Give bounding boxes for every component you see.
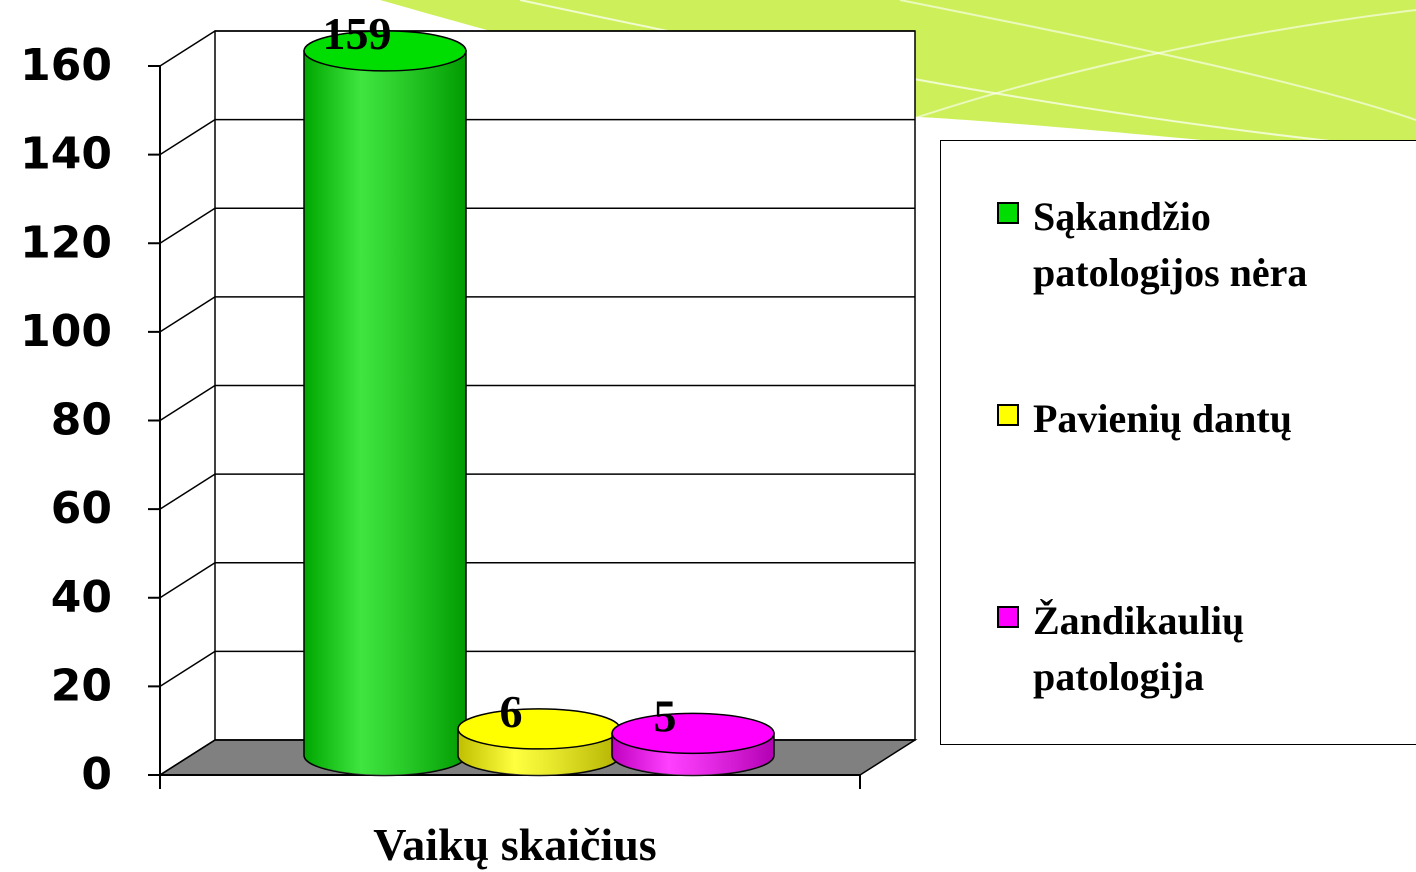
- grid-line: [160, 120, 215, 155]
- legend-label: Pavienių dantų: [1033, 391, 1393, 447]
- bar-top: [458, 709, 620, 749]
- y-tick-label: 120: [20, 217, 112, 268]
- grid-line: [160, 31, 215, 66]
- legend-item: Žandikaulių patologija: [997, 593, 1393, 705]
- y-tick-label: 160: [20, 40, 112, 91]
- legend-item: Sąkandžio patologijos nėra: [997, 189, 1393, 301]
- legend-swatch: [997, 202, 1019, 224]
- y-tick-label: 20: [51, 660, 112, 711]
- grid-line: [160, 563, 215, 598]
- grid-line: [160, 474, 215, 509]
- y-tick-label: 60: [51, 483, 112, 534]
- y-tick-label: 0: [81, 749, 112, 800]
- grid-line: [160, 386, 215, 421]
- value-label: 5: [654, 690, 677, 741]
- y-tick-label: 140: [20, 129, 112, 180]
- bar-shading: [304, 51, 466, 776]
- legend-label: Sąkandžio patologijos nėra: [1033, 189, 1393, 301]
- page: 0 20 40 60 80 100 120 140 160 Vaikų skaičius 159…: [0, 0, 1416, 872]
- x-axis-label: Vaikų skaičius: [373, 819, 656, 870]
- y-tick-label: 100: [20, 306, 112, 357]
- legend: Sąkandžio patologijos nėra Pavienių dantų…: [940, 140, 1416, 745]
- legend-swatch: [997, 404, 1019, 426]
- legend-item: Pavienių dantų: [997, 391, 1393, 447]
- y-tick-label: 80: [51, 395, 112, 446]
- grid-line: [160, 297, 215, 332]
- value-label: 159: [323, 8, 392, 59]
- y-tick-label: 40: [51, 572, 112, 623]
- axes: 0 20 40 60 80 100 120 140 160: [20, 31, 915, 800]
- grid-line: [160, 651, 215, 686]
- bar-top: [612, 713, 774, 753]
- grid-line: [160, 208, 215, 243]
- cylinder: 159: [304, 8, 466, 776]
- legend-label: Žandikaulių patologija: [1033, 593, 1393, 705]
- legend-swatch: [997, 606, 1019, 628]
- value-label: 6: [500, 686, 523, 737]
